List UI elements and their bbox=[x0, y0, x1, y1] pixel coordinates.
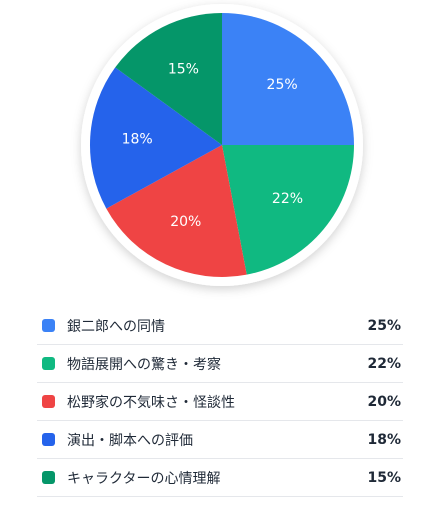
pie-chart-svg: 25% 22% 20% 18% 15% bbox=[81, 4, 363, 286]
pie-slice-3 bbox=[106, 145, 247, 277]
legend-swatch bbox=[42, 319, 55, 332]
pie-slice-2 bbox=[222, 145, 354, 275]
legend-label: キャラクターの心情理解 bbox=[67, 470, 221, 487]
legend-item: 銀二郎への同情 25% bbox=[37, 307, 403, 345]
legend-label: 物語展開への驚き・考察 bbox=[67, 356, 221, 373]
pie-chart: 25% 22% 20% 18% 15% bbox=[81, 4, 363, 286]
pie-slice-1 bbox=[222, 13, 354, 145]
legend-item: 松野家の不気味さ・怪談性 20% bbox=[37, 383, 403, 421]
slice-label-1: 25% bbox=[267, 77, 298, 93]
slice-label-4: 18% bbox=[122, 132, 153, 148]
legend-value: 25% bbox=[367, 317, 401, 334]
legend-swatch bbox=[42, 433, 55, 446]
legend-label: 松野家の不気味さ・怪談性 bbox=[67, 394, 235, 411]
slice-label-5: 15% bbox=[168, 61, 199, 77]
legend-swatch bbox=[42, 395, 55, 408]
legend-item: 物語展開への驚き・考察 22% bbox=[37, 345, 403, 383]
legend-label: 演出・脚本への評価 bbox=[67, 432, 193, 449]
legend-value: 22% bbox=[367, 355, 401, 372]
pie-slice-4 bbox=[89, 67, 222, 209]
slice-label-2: 22% bbox=[272, 191, 303, 207]
legend-item: 演出・脚本への評価 18% bbox=[37, 421, 403, 459]
legend-value: 20% bbox=[367, 393, 401, 410]
legend-swatch bbox=[42, 357, 55, 370]
legend-value: 18% bbox=[367, 431, 401, 448]
legend-label: 銀二郎への同情 bbox=[67, 318, 165, 335]
legend-value: 15% bbox=[367, 469, 401, 486]
pie-slice-5 bbox=[115, 12, 222, 145]
legend-item: キャラクターの心情理解 15% bbox=[37, 459, 403, 497]
slice-label-3: 20% bbox=[170, 214, 201, 230]
chart-legend: 銀二郎への同情 25% 物語展開への驚き・考察 22% 松野家の不気味さ・怪談性 20% 演… bbox=[37, 307, 403, 497]
legend-swatch bbox=[42, 471, 55, 484]
